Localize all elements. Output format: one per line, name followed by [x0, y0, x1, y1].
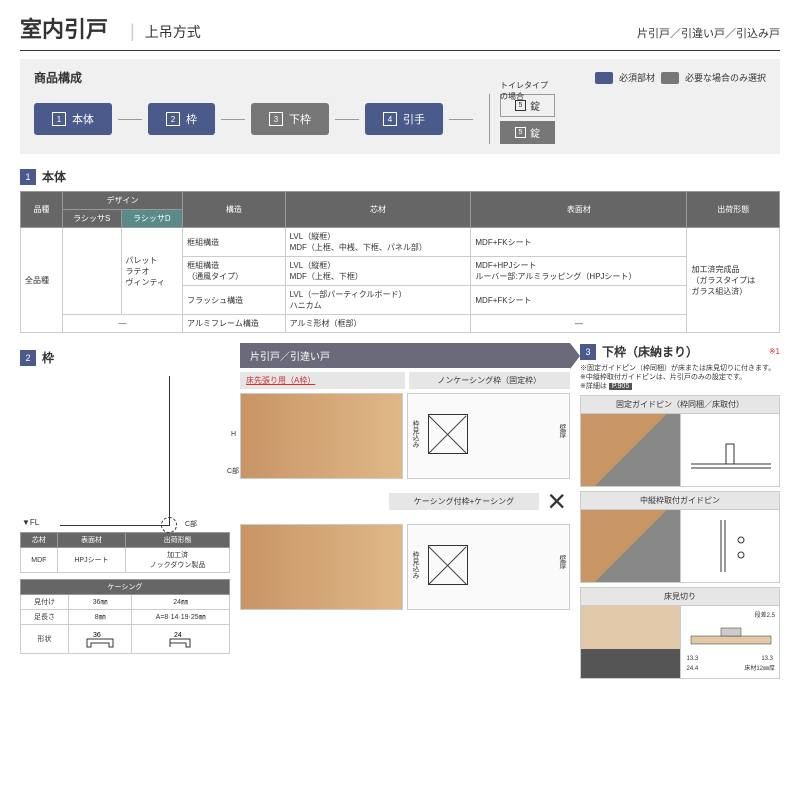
spec-table-1: 品種 デザイン 構造 芯材 表面材 出荷形態 ラシッサSラシッサD 全品種 パレ… [20, 191, 780, 333]
legend-required-swatch [595, 72, 613, 84]
step-2: 2枠 [148, 103, 215, 135]
material-table: 芯材表面材出荷形態 MDFHPJシート加工済 ノックダウン製品 [20, 532, 230, 573]
step-1: 1本体 [34, 103, 112, 135]
pin-diagram-1 [680, 414, 780, 486]
floor-photo [581, 606, 680, 678]
multiply-icon: × [547, 483, 566, 520]
header: 室内引戸 | 上吊方式 片引戸／引違い戸／引込み戸 [20, 12, 780, 51]
section-3: 3 下枠（床納まり） ※1 ※固定ガイドピン（枠同梱）が床または床見切りに付きま… [580, 343, 780, 679]
step-3: 3下枠 [251, 103, 329, 135]
lock-branch: トイレタイプの場合 5錠 5錠 [489, 94, 555, 144]
svg-text:24: 24 [174, 632, 182, 639]
legend-optional-swatch [661, 72, 679, 84]
guide-pin-1: 固定ガイドピン（枠同梱／床取付） [580, 395, 780, 487]
casing-table: ケーシング 見付け36㎜24㎜ 足長さ8㎜A=8·14·19·25㎜ 形状 36… [20, 579, 230, 654]
subtitle: 上吊方式 [145, 22, 201, 42]
door-types: 片引戸／引違い戸／引込み戸 [637, 25, 780, 41]
notes: ※固定ガイドピン（枠同梱）が床または床見切りに付きます。 ※中縦枠取付ガイドピン… [580, 364, 780, 391]
svg-text:36: 36 [93, 632, 101, 639]
section-2-left: 2枠 ▼FL C部 芯材表面材出荷形態 MDFHPJシート加工済 ノックダウン製… [20, 343, 230, 679]
lock-option-2: 5錠 [500, 121, 555, 144]
section-2-mid: 片引戸／引違い戸 床先張り用（A枠） ノンケーシング枠（固定枠） C部 H 壁厚… [240, 343, 570, 679]
pin-photo-1 [581, 414, 680, 486]
pin-photo-2 [581, 510, 680, 582]
frame-photo-1: C部 H [240, 393, 403, 479]
tab-header: 片引戸／引違い戸 [240, 343, 570, 368]
page-title: 室内引戸 [20, 12, 108, 44]
guide-pin-2: 中縦枠取付ガイドピン [580, 491, 780, 583]
floor-diagram: 段差2.5 13.3 13.3 24.4 床材12㎜厚 [680, 606, 780, 678]
frame-drawing: ▼FL C部 [60, 376, 170, 526]
flow: 1本体 2枠 3下枠 4引手 トイレタイプの場合 5錠 5錠 [34, 94, 766, 144]
pin-diagram-2 [680, 510, 780, 582]
floor-trim: 床見切り 段差2.5 13.3 13.3 24.4 床材12㎜厚 [580, 587, 780, 679]
legend: 必須部材 必要な場合のみ選択 [595, 71, 766, 84]
composition-title: 商品構成 [34, 69, 82, 86]
frame-diagram-2: 壁厚 枠見込み [407, 524, 570, 610]
composition-box: 商品構成 必須部材 必要な場合のみ選択 1本体 2枠 3下枠 4引手 トイレタイ… [20, 59, 780, 154]
step-4: 4引手 [365, 103, 443, 135]
frame-diagram-1: 壁厚 枠見込み [407, 393, 570, 479]
frame-photo-2 [240, 524, 403, 610]
section-1-head: 1 本体 [20, 168, 780, 185]
